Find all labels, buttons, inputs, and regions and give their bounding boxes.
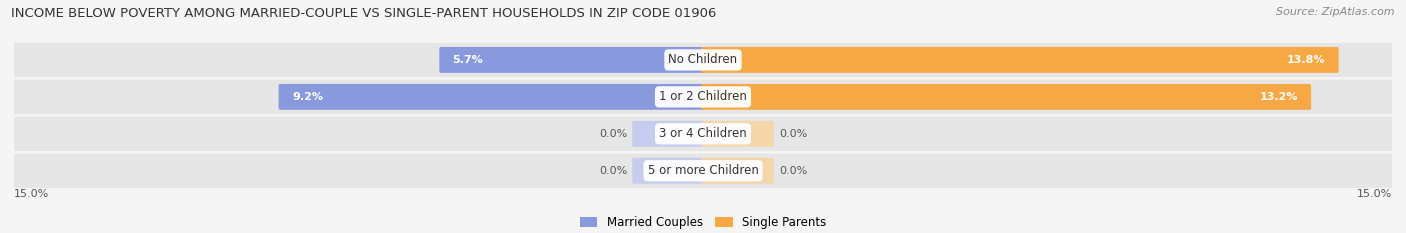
FancyBboxPatch shape <box>702 158 773 184</box>
Text: 3 or 4 Children: 3 or 4 Children <box>659 127 747 140</box>
FancyBboxPatch shape <box>702 47 1339 73</box>
Text: 15.0%: 15.0% <box>14 189 49 199</box>
Text: 0.0%: 0.0% <box>599 166 627 176</box>
Text: 0.0%: 0.0% <box>599 129 627 139</box>
Text: 15.0%: 15.0% <box>1357 189 1392 199</box>
Text: 13.8%: 13.8% <box>1286 55 1326 65</box>
Text: 5.7%: 5.7% <box>453 55 484 65</box>
FancyBboxPatch shape <box>439 47 704 73</box>
Text: 9.2%: 9.2% <box>292 92 323 102</box>
Text: 1 or 2 Children: 1 or 2 Children <box>659 90 747 103</box>
Text: 5 or more Children: 5 or more Children <box>648 164 758 177</box>
FancyBboxPatch shape <box>702 121 773 147</box>
Text: No Children: No Children <box>668 53 738 66</box>
FancyBboxPatch shape <box>702 84 1312 110</box>
FancyBboxPatch shape <box>13 154 1393 188</box>
FancyBboxPatch shape <box>633 158 704 184</box>
FancyBboxPatch shape <box>13 80 1393 114</box>
Text: INCOME BELOW POVERTY AMONG MARRIED-COUPLE VS SINGLE-PARENT HOUSEHOLDS IN ZIP COD: INCOME BELOW POVERTY AMONG MARRIED-COUPL… <box>11 7 717 20</box>
Text: 0.0%: 0.0% <box>779 129 807 139</box>
Text: 13.2%: 13.2% <box>1260 92 1298 102</box>
Text: 0.0%: 0.0% <box>779 166 807 176</box>
FancyBboxPatch shape <box>278 84 704 110</box>
FancyBboxPatch shape <box>633 121 704 147</box>
FancyBboxPatch shape <box>13 117 1393 151</box>
Text: Source: ZipAtlas.com: Source: ZipAtlas.com <box>1277 7 1395 17</box>
Legend: Married Couples, Single Parents: Married Couples, Single Parents <box>575 211 831 233</box>
FancyBboxPatch shape <box>13 43 1393 77</box>
